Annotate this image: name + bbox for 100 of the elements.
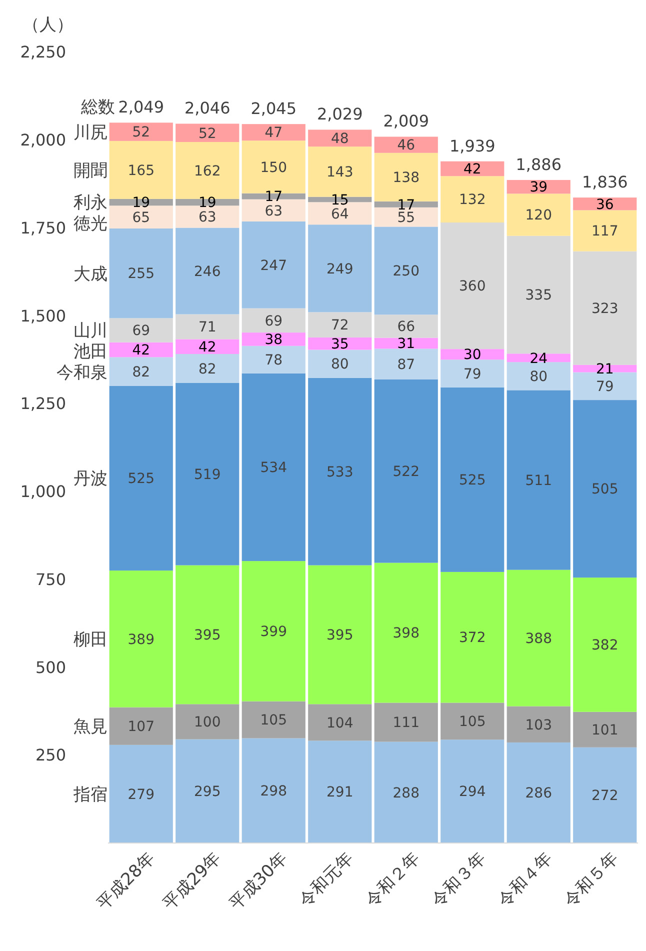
bar [308, 312, 372, 338]
data-label: 47 [264, 125, 283, 142]
bar [506, 570, 570, 706]
x-tick-label: 令和３年 [428, 848, 490, 911]
bar [374, 562, 438, 703]
bar [176, 228, 240, 314]
data-label: 162 [194, 163, 221, 180]
series-label: 大成 [73, 264, 108, 284]
data-label: 246 [194, 264, 221, 280]
series-label: 川尻 [73, 122, 108, 143]
data-label: 335 [525, 288, 552, 304]
bar [440, 360, 504, 388]
series-label: 魚見 [73, 717, 108, 738]
total-label: 1,886 [516, 154, 562, 174]
data-label: 138 [392, 170, 420, 186]
bar [374, 201, 438, 208]
data-label: 247 [260, 258, 287, 274]
data-label: 80 [330, 356, 349, 373]
data-label: 79 [463, 366, 482, 382]
data-label: 65 [132, 210, 150, 226]
bar [242, 221, 306, 308]
bar [176, 314, 240, 340]
data-label: 399 [260, 624, 287, 640]
bar [176, 124, 240, 142]
bar [374, 226, 438, 315]
data-label: 78 [264, 352, 283, 369]
total-label: 2,045 [250, 99, 297, 118]
series-label: 開聞 [73, 160, 108, 181]
data-label: 19 [198, 195, 216, 212]
bar [573, 578, 637, 712]
data-label: 150 [260, 160, 287, 176]
data-label: 82 [198, 361, 216, 378]
data-label: 103 [525, 717, 552, 734]
series-label: 池田 [73, 342, 108, 362]
bar [242, 373, 306, 562]
data-label: 31 [397, 336, 416, 352]
total-label: 2,049 [118, 98, 164, 117]
data-label: 255 [128, 266, 154, 282]
x-tick-label: 平成29年 [160, 848, 226, 914]
bar [573, 372, 637, 400]
data-label: 71 [198, 320, 216, 336]
bar [374, 314, 438, 338]
y-tick-label: 250 [35, 746, 66, 765]
bar [242, 199, 306, 222]
y-tick-label: 1,000 [20, 482, 66, 502]
data-label: 519 [194, 466, 221, 483]
bar [506, 362, 570, 390]
bar [308, 350, 372, 378]
data-label: 87 [397, 356, 416, 373]
data-label: 101 [592, 722, 618, 739]
data-label: 395 [194, 628, 221, 644]
data-label: 117 [592, 224, 618, 240]
total-label: 1,939 [449, 136, 496, 156]
data-label: 63 [264, 203, 283, 220]
data-label: 505 [592, 482, 618, 498]
bar [573, 364, 637, 372]
bar [109, 206, 173, 228]
data-label: 24 [530, 350, 548, 367]
series-label: 柳田 [73, 630, 108, 650]
data-label: 360 [459, 278, 486, 295]
data-label: 323 [592, 301, 618, 318]
bar [109, 357, 173, 386]
data-label: 534 [260, 460, 288, 476]
bar [506, 390, 570, 570]
x-tick-label: 令和４年 [494, 848, 556, 911]
bar [242, 346, 306, 374]
total-label: 1,836 [582, 172, 628, 192]
data-label: 143 [326, 164, 354, 181]
data-label: 63 [198, 210, 216, 226]
bar [573, 747, 637, 843]
bar [440, 572, 504, 703]
bar [440, 176, 504, 223]
bar [573, 712, 637, 748]
series-label: 利永 [73, 193, 108, 214]
data-label: 82 [132, 364, 150, 380]
bar [440, 740, 504, 843]
bar [308, 378, 372, 566]
data-label: 35 [330, 336, 349, 353]
bar [109, 386, 173, 571]
bar [308, 224, 372, 312]
data-label: 291 [326, 784, 354, 801]
series-label: 徳光 [73, 214, 108, 234]
bar [440, 702, 504, 740]
series-label: 丹波 [73, 469, 108, 490]
data-label: 46 [397, 138, 416, 154]
data-label: 288 [392, 785, 420, 802]
bar [374, 702, 438, 742]
bar [109, 342, 173, 358]
bar [506, 742, 570, 843]
data-label: 21 [596, 361, 614, 378]
data-label: 272 [592, 788, 618, 804]
bar [374, 742, 438, 843]
bar [308, 704, 372, 741]
data-label: 69 [264, 313, 283, 330]
bar [440, 161, 504, 176]
data-label: 52 [132, 124, 150, 141]
data-label: 64 [330, 206, 349, 222]
bar [109, 707, 173, 745]
data-label: 105 [459, 714, 486, 730]
y-tick-label: 2,250 [20, 42, 66, 62]
